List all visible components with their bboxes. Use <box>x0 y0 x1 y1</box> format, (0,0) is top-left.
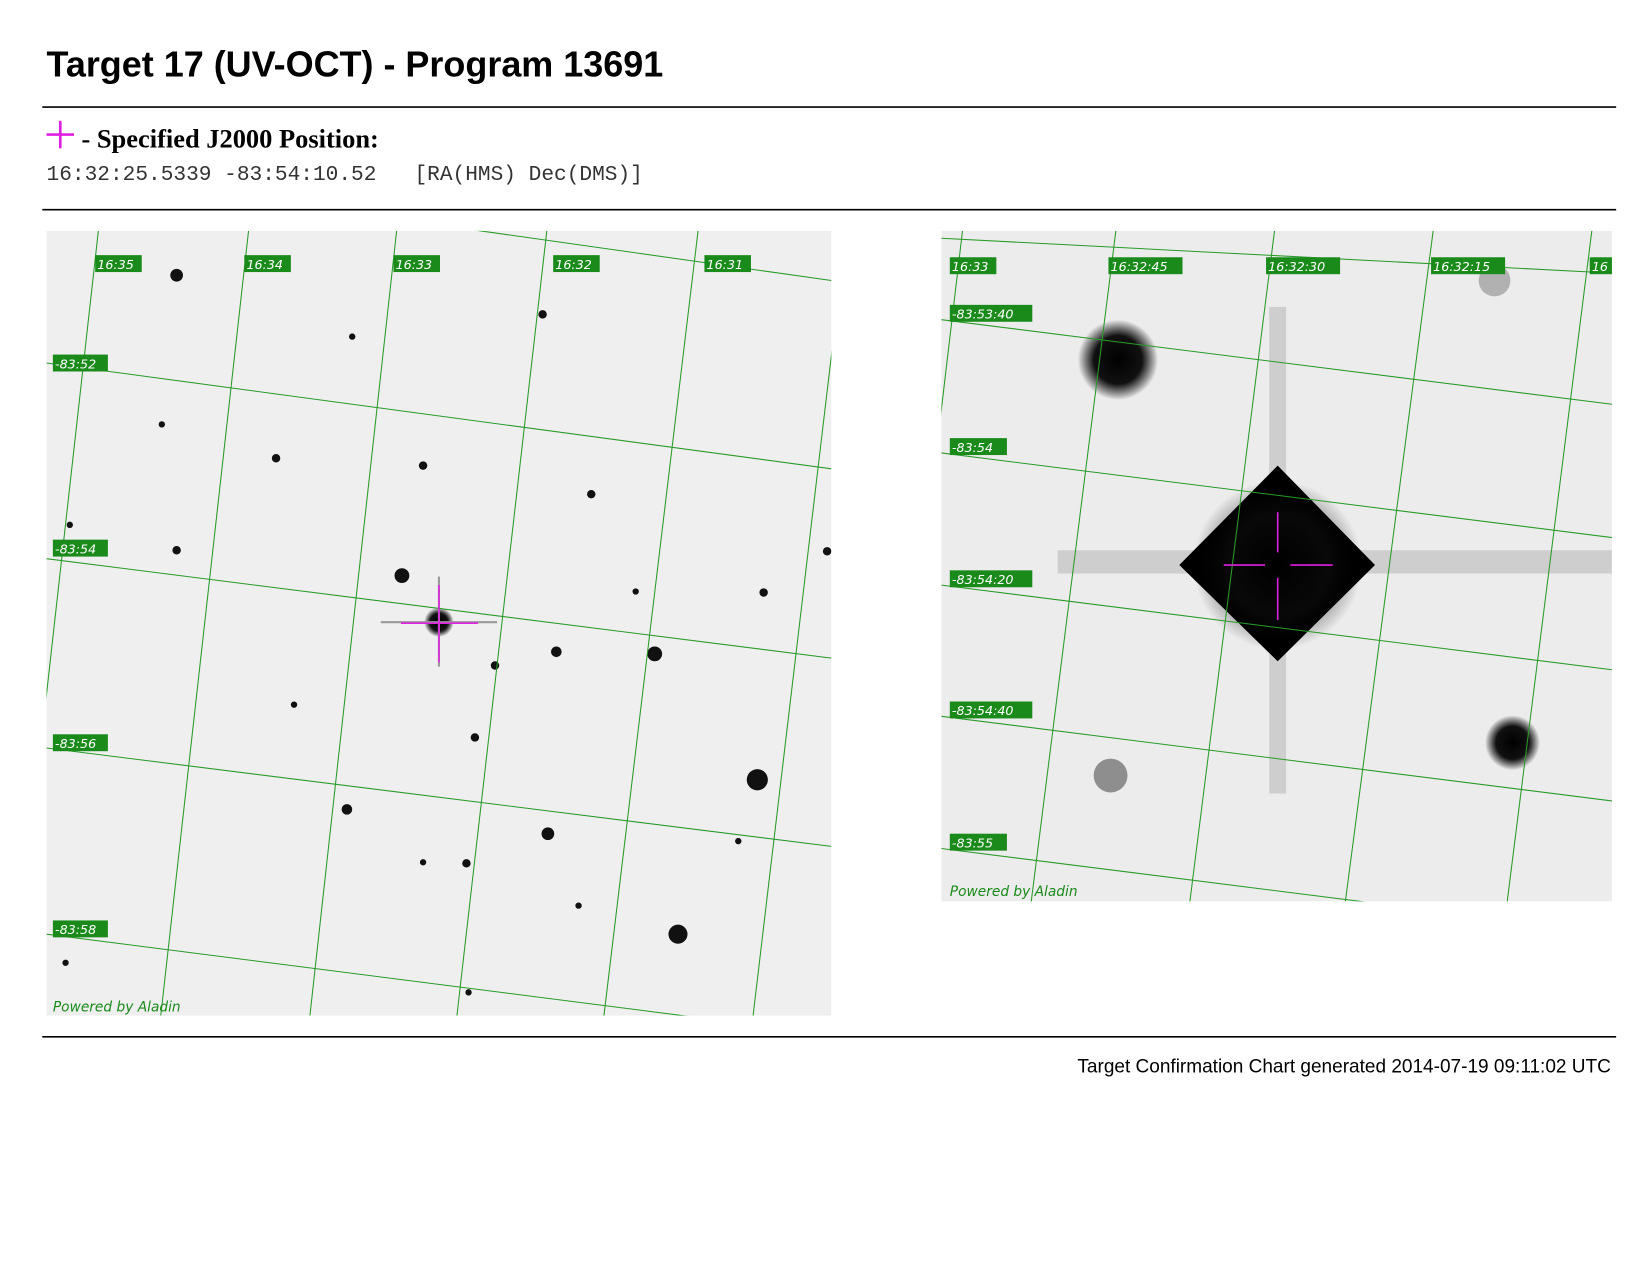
dec-label: -83:54 <box>55 541 96 556</box>
dec-label: -83:54 <box>952 440 993 455</box>
ra-label: 16:33 <box>396 257 433 272</box>
ra-label: 16:31 <box>707 257 744 272</box>
ra-label: 16:35 <box>97 257 134 272</box>
ra-label: 16:32:15 <box>1433 259 1490 274</box>
title: Target 17 (UV-OCT) - Program 13691 <box>47 43 664 84</box>
position-label: - Specified J2000 Position: <box>81 123 378 153</box>
coord-format: [RA(HMS) Dec(DMS)] <box>414 163 642 187</box>
dec-label: -83:54:20 <box>952 572 1014 587</box>
ra-label: 16 <box>1592 259 1608 274</box>
ra-label: 16:32 <box>555 257 592 272</box>
ra-label: 16:32:45 <box>1111 259 1168 274</box>
ra-label: 16:33 <box>952 259 989 274</box>
coord-value: 16:32:25.5339 -83:54:10.52 <box>47 163 377 187</box>
dec-label: -83:54:40 <box>952 703 1014 718</box>
credit: Powered by Aladin <box>950 884 1078 900</box>
coordinates: 16:32:25.5339 -83:54:10.52 [RA(HMS) Dec(D… <box>47 163 643 187</box>
dec-label: -83:53:40 <box>952 307 1014 322</box>
dec-labels-zoom: -83:53:40 -83:54 -83:54:20 -83:54:40 -83… <box>949 304 1033 851</box>
ra-labels-wide: 16:35 16:34 16:33 16:32 16:31 <box>95 255 751 273</box>
dec-label: -83:56 <box>55 736 96 751</box>
ra-labels-zoom: 16:33 16:32:45 16:32:30 16:32:15 16 <box>949 257 1612 275</box>
sky-image-zoom <box>941 230 1612 902</box>
dec-label: -83:58 <box>55 922 96 937</box>
ra-label: 16:32:30 <box>1268 259 1325 274</box>
dec-label: -83:55 <box>952 835 993 850</box>
sky-image-wide <box>46 230 832 1016</box>
ra-label: 16:34 <box>246 257 283 272</box>
dec-labels-wide: -83:52 -83:54 -83:56 -83:58 <box>52 354 108 938</box>
credit: Powered by Aladin <box>53 999 181 1015</box>
dec-label: -83:52 <box>55 356 96 371</box>
plus-icon <box>46 120 75 149</box>
footer: Target Confirmation Chart generated 2014… <box>1077 1057 1611 1078</box>
